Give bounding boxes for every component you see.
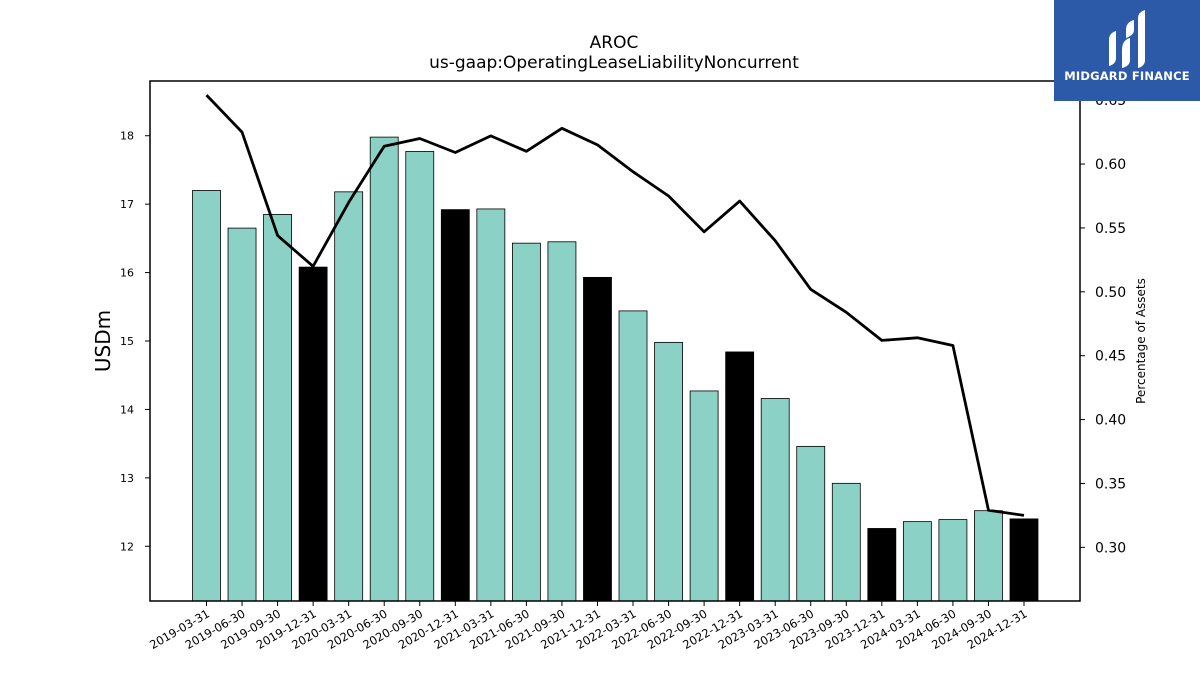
y-tick-label: 16 [120,267,134,280]
bar-2019-06-30 [228,228,256,601]
bar-2020-03-31 [335,192,363,601]
bar-2023-09-30 [832,483,860,601]
x-axis: 2019-03-312019-06-302019-09-302019-12-31… [147,601,1029,652]
y-axis: 12 13 14 15 16 17 18 [120,130,150,554]
y2-tick-label: 0.55 [1095,221,1126,237]
bar-2022-12-31 [726,352,754,601]
y2-tick-label: 0.35 [1095,476,1126,492]
bar-2020-06-30 [370,137,398,601]
bar-2022-06-30 [655,342,683,601]
bar-2024-09-30 [974,511,1002,601]
bar-2019-03-31 [193,190,221,601]
bar-2020-09-30 [406,151,434,601]
bars-group [193,137,1039,601]
bar-2021-03-31 [477,209,505,601]
y2-tick-label: 0.50 [1095,285,1126,301]
bar-2024-06-30 [939,520,967,601]
bar-2019-12-31 [299,267,327,601]
y-axis-label: USDm [91,310,115,372]
chart-subtitle: us-gaap:OperatingLeaseLiabilityNoncurren… [429,53,799,73]
bar-2020-12-31 [441,210,469,601]
y-tick-label: 18 [120,130,134,143]
y2-tick-label: 0.45 [1095,349,1126,365]
y-tick-label: 12 [120,540,134,553]
chart-title: AROC [590,33,639,53]
y2-axis-label: Percentage of Assets [1134,278,1148,404]
bar-2021-12-31 [583,277,611,601]
logo-mark-icon [1054,0,1200,101]
y2-tick-label: 0.60 [1095,157,1126,173]
y-tick-label: 14 [120,403,134,416]
bar-2021-06-30 [512,243,540,601]
y-tick-label: 15 [120,335,134,348]
y2-axis: 0.300.350.400.450.500.550.600.65 [1080,93,1126,556]
bar-2024-03-31 [903,522,931,601]
bar-2022-03-31 [619,311,647,601]
bar-2021-09-30 [548,242,576,601]
line-group [206,95,1024,515]
bar-2023-06-30 [797,446,825,601]
logo-text: MIDGARD FINANCE [1054,69,1200,83]
bar-2024-12-31 [1010,519,1038,601]
y-tick-label: 13 [120,472,134,485]
midgard-finance-logo: MIDGARD FINANCE [1054,0,1200,101]
bar-2023-12-31 [868,528,896,601]
y-tick-label: 17 [120,198,134,211]
y2-tick-label: 0.30 [1095,540,1126,556]
series-line-percentage-of-assets [207,95,1025,515]
y2-tick-label: 0.40 [1095,413,1126,429]
bar-2023-03-31 [761,398,789,601]
bar-2019-09-30 [264,214,292,601]
bar-2022-09-30 [690,391,718,601]
